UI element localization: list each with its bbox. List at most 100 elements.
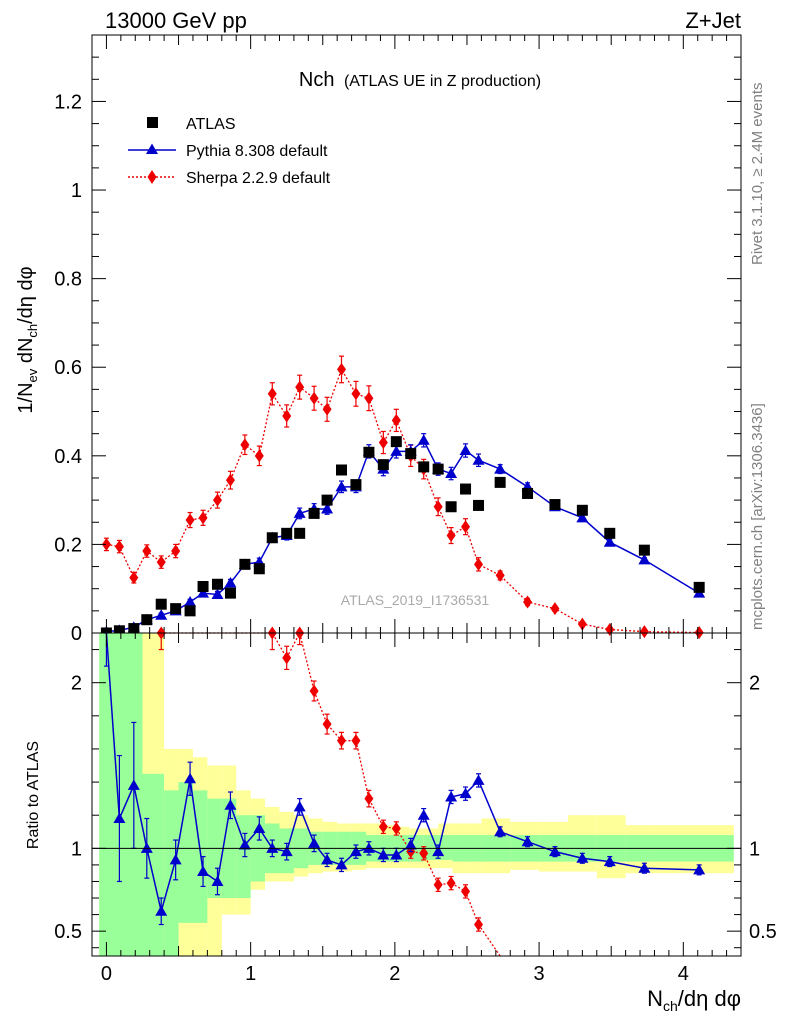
ratio-ytick-label-right: 1 bbox=[749, 838, 760, 860]
atlas-point bbox=[141, 614, 153, 626]
atlas-point bbox=[184, 605, 196, 617]
xtick-label: 2 bbox=[389, 963, 400, 985]
sherpa-point bbox=[474, 557, 484, 571]
ratio-sherpa-point bbox=[391, 821, 401, 835]
ratio-pythia-point bbox=[390, 848, 403, 860]
ratio-ytick-label: 2 bbox=[71, 673, 82, 695]
rivet-label: Rivet 3.1.10, ≥ 2.4M events bbox=[749, 83, 766, 266]
atlas-point bbox=[604, 527, 616, 539]
ratio-pythia-point bbox=[459, 787, 472, 799]
atlas-point bbox=[170, 603, 182, 615]
main-ytick-label: 1.2 bbox=[54, 91, 82, 113]
atlas-point bbox=[494, 476, 506, 488]
legend-marker-pythia bbox=[146, 143, 158, 154]
x-axis-label: Nch/dη dφ bbox=[647, 986, 741, 1014]
sherpa-point bbox=[185, 513, 195, 527]
pythia-point bbox=[417, 434, 430, 445]
atlas-point bbox=[239, 558, 251, 570]
pythia-point bbox=[638, 553, 651, 565]
sherpa-point bbox=[198, 511, 208, 525]
atlas-point bbox=[266, 532, 278, 544]
atlas-point bbox=[522, 487, 534, 499]
ratio-pythia-point bbox=[349, 845, 362, 857]
sherpa-point bbox=[171, 544, 181, 558]
ratio-sherpa-point bbox=[322, 717, 332, 731]
ratio-pythia-point bbox=[211, 875, 224, 886]
ratio-pythia-point bbox=[362, 842, 375, 853]
title-sub: (ATLAS UE in Z production) bbox=[344, 73, 541, 90]
atlas-point bbox=[390, 436, 402, 448]
ratio-pythia-point bbox=[576, 852, 589, 863]
pythia-point bbox=[335, 480, 348, 492]
atlas-point bbox=[418, 461, 430, 473]
atlas-point bbox=[308, 507, 320, 519]
sherpa-point bbox=[254, 449, 264, 463]
xtick-label: 4 bbox=[678, 963, 689, 985]
pythia-point bbox=[224, 576, 237, 588]
main-ytick-label: 0.4 bbox=[54, 446, 82, 468]
pythia-point bbox=[197, 587, 210, 598]
pythia-point bbox=[155, 609, 168, 620]
ratio-pythia-point bbox=[432, 845, 445, 857]
sherpa-point bbox=[322, 402, 332, 416]
legend-label-pythia: Pythia 8.308 default bbox=[186, 143, 328, 160]
ratio-pythia-point bbox=[293, 800, 306, 812]
atlas-point bbox=[363, 446, 375, 458]
atlas-point bbox=[445, 501, 457, 513]
sherpa-point bbox=[282, 409, 292, 423]
ratio-sherpa-point bbox=[282, 651, 292, 665]
pythia-point bbox=[445, 467, 458, 479]
sherpa-point bbox=[550, 602, 560, 616]
atlas-point bbox=[113, 625, 125, 637]
sherpa-point bbox=[495, 568, 505, 582]
sherpa-point bbox=[446, 529, 456, 543]
xtick-label: 1 bbox=[245, 963, 256, 985]
sherpa-point bbox=[391, 413, 401, 427]
ratio-pythia-point bbox=[253, 822, 266, 833]
mcplots-label: mcplots.cern.ch [arXiv:1306.3436] bbox=[749, 403, 766, 630]
ratio-ytick-label-right: 2 bbox=[749, 673, 760, 695]
sherpa-point bbox=[337, 362, 347, 376]
sherpa-point bbox=[364, 391, 374, 405]
main-ytick-label: 1 bbox=[71, 180, 82, 202]
atlas-point bbox=[693, 581, 705, 593]
atlas-point bbox=[350, 479, 362, 491]
xtick-label: 3 bbox=[534, 963, 545, 985]
ratio-sherpa-point bbox=[419, 846, 429, 860]
header-right: Z+Jet bbox=[685, 8, 741, 33]
title-main: Nch bbox=[299, 69, 335, 91]
pythia-point bbox=[494, 463, 507, 474]
sherpa-point bbox=[225, 473, 235, 487]
ratio-pythia-point bbox=[224, 799, 237, 810]
sherpa-point bbox=[605, 622, 615, 636]
atlas-point bbox=[294, 527, 306, 539]
chart-title: Nch (ATLAS UE in Z production) bbox=[299, 69, 541, 91]
ratio-ytick-label-right: 0.5 bbox=[749, 921, 777, 943]
sherpa-point bbox=[295, 380, 305, 394]
ratio-pythia-point bbox=[308, 837, 321, 848]
sherpa-point bbox=[378, 436, 388, 450]
ratio-pythia-point bbox=[417, 809, 430, 820]
legend-entry-atlas: ATLAS bbox=[147, 116, 236, 133]
main-plot-panel: 0 0.2 0.4 0.6 0.8 1 1.2 bbox=[54, 34, 742, 645]
legend-marker-sherpa bbox=[147, 170, 157, 184]
legend-label-atlas: ATLAS bbox=[186, 116, 236, 133]
ratio-pythia-point bbox=[321, 853, 334, 865]
atlas-point bbox=[460, 483, 472, 495]
atlas-point bbox=[224, 587, 236, 599]
legend-marker-atlas bbox=[147, 117, 158, 128]
sherpa-point bbox=[212, 493, 222, 507]
atlas-point bbox=[211, 578, 223, 590]
pythia-point bbox=[472, 454, 485, 465]
ratio-sherpa-point bbox=[351, 734, 361, 748]
sherpa-point bbox=[129, 571, 139, 585]
uncertainty-band-green bbox=[438, 835, 453, 860]
sherpa-point bbox=[114, 540, 124, 554]
sherpa-point bbox=[309, 391, 319, 405]
atlas-point bbox=[473, 499, 485, 511]
main-ytick-label: 0 bbox=[71, 623, 82, 645]
ratio-sherpa-point bbox=[309, 684, 319, 698]
ratio-pythia-point bbox=[113, 812, 126, 824]
legend-label-sherpa: Sherpa 2.2.9 default bbox=[186, 170, 331, 187]
